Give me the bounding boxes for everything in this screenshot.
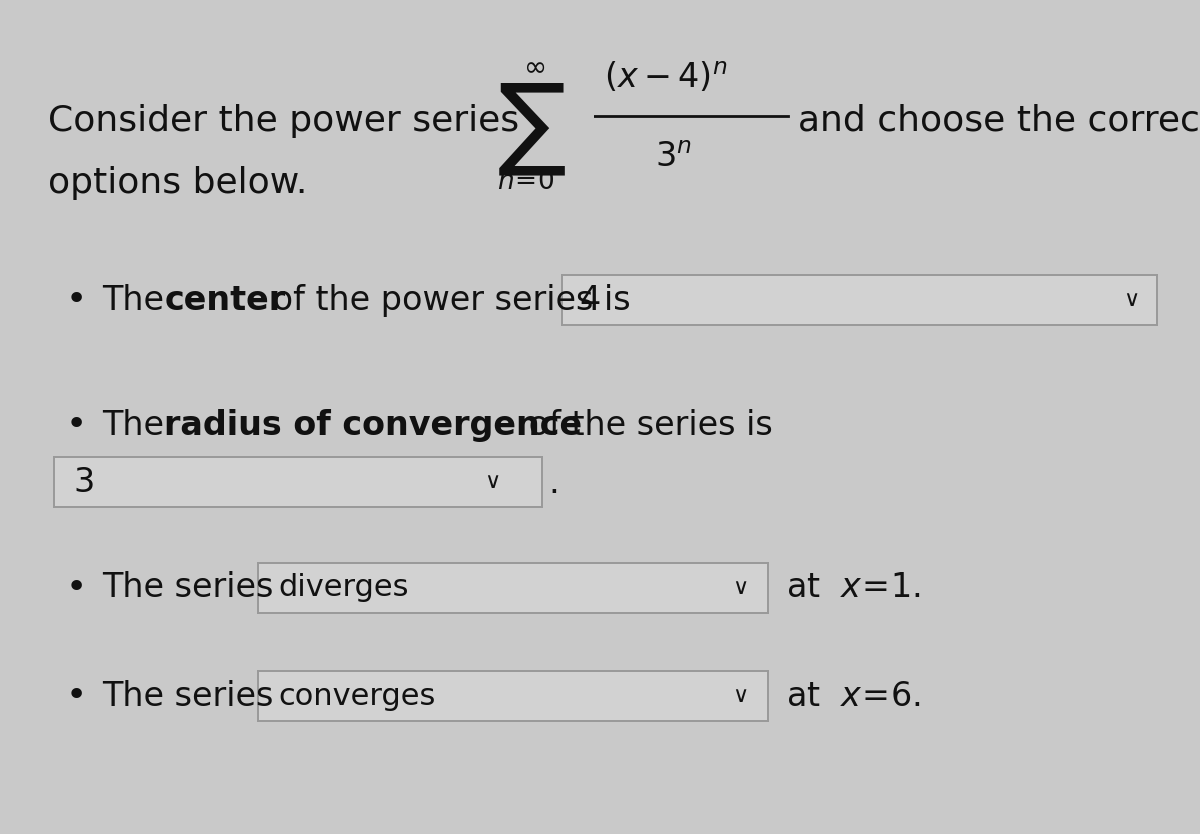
- Text: •: •: [66, 284, 88, 317]
- Text: ∨: ∨: [732, 686, 749, 706]
- Text: •: •: [66, 409, 88, 442]
- Text: of the series is: of the series is: [518, 409, 773, 442]
- Text: center: center: [164, 284, 286, 317]
- Text: ∨: ∨: [484, 472, 500, 492]
- Text: ∨: ∨: [732, 578, 749, 598]
- Text: Consider the power series: Consider the power series: [48, 104, 520, 138]
- Text: $(x-4)^n$: $(x-4)^n$: [605, 60, 727, 95]
- Text: .: .: [548, 467, 559, 500]
- Text: of the power series is: of the power series is: [262, 284, 630, 317]
- Text: •: •: [66, 571, 88, 605]
- Text: ∨: ∨: [1123, 290, 1139, 310]
- Text: converges: converges: [278, 682, 436, 711]
- Text: $3^n$: $3^n$: [655, 141, 692, 173]
- Text: 3: 3: [73, 465, 95, 499]
- Text: 4: 4: [580, 284, 601, 317]
- Text: The series: The series: [102, 571, 274, 605]
- Text: $\infty$: $\infty$: [523, 53, 545, 81]
- Text: The: The: [102, 284, 175, 317]
- Text: The: The: [102, 409, 175, 442]
- Text: The series: The series: [102, 680, 274, 713]
- Text: $n\!=\!0$: $n\!=\!0$: [497, 169, 554, 195]
- Text: options below.: options below.: [48, 167, 307, 200]
- Text: and choose the correct: and choose the correct: [798, 104, 1200, 138]
- Text: at  $x\!=\!1$.: at $x\!=\!1$.: [786, 571, 920, 605]
- Text: at  $x\!=\!6$.: at $x\!=\!6$.: [786, 680, 920, 713]
- Text: radius of convergence: radius of convergence: [164, 409, 582, 442]
- Text: •: •: [66, 680, 88, 713]
- Text: diverges: diverges: [278, 574, 409, 602]
- Text: $\sum$: $\sum$: [497, 82, 565, 178]
